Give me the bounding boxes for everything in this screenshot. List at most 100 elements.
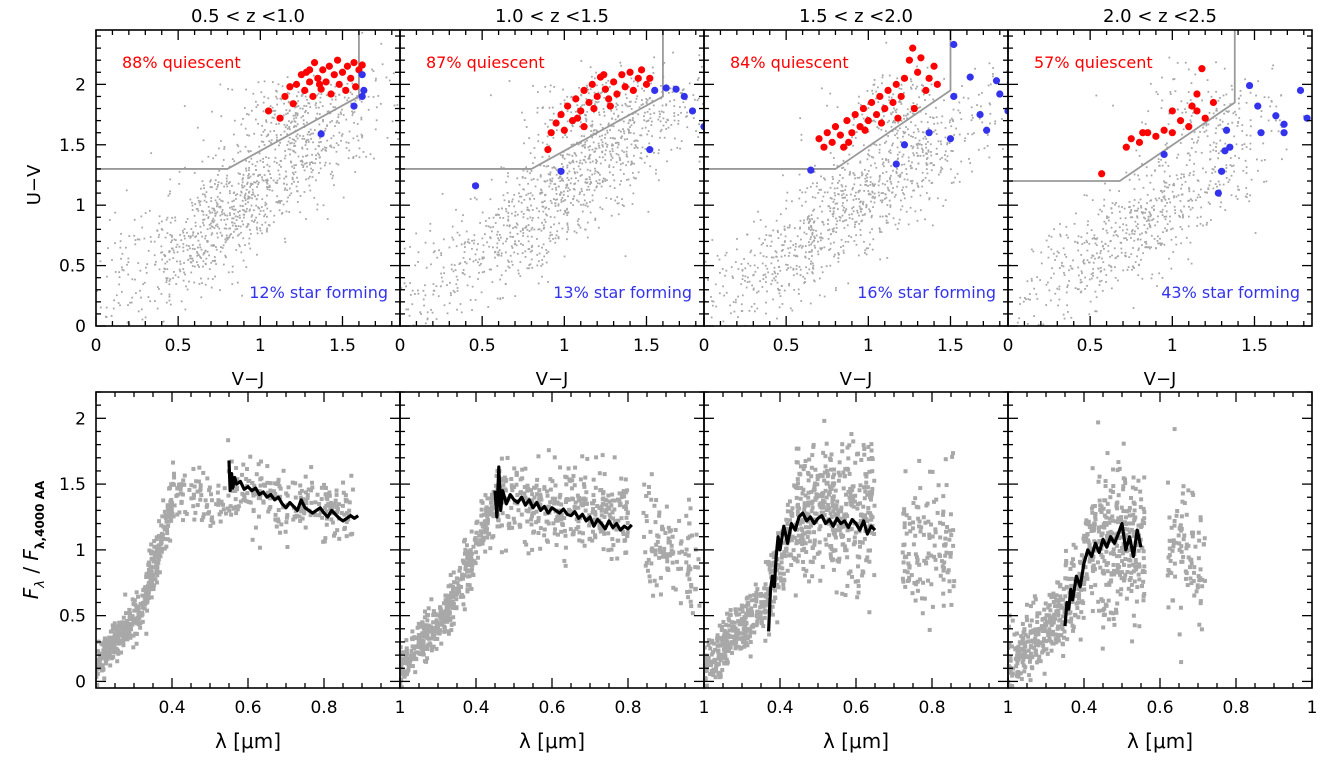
cloud-point [892,217,895,220]
cloud-point [756,291,758,294]
cloud-point [1150,234,1153,237]
cloud-point [834,194,837,197]
cloud-point [1106,231,1109,234]
cloud-point [135,292,137,295]
cloud-point [553,223,555,226]
cloud-point [391,120,394,123]
cloud-point [197,199,200,202]
cloud-point [921,89,923,92]
cloud-point [1058,298,1061,301]
cloud-point [203,252,205,254]
cloud-point [283,182,285,185]
cloud-point [935,153,938,156]
cloud-point [566,95,569,98]
cloud-point [709,77,711,79]
cloud-point [960,118,963,121]
cloud-point [737,268,740,270]
cloud-point [637,171,640,174]
cloud-point [324,149,327,151]
cloud-point [564,102,567,105]
cloud-point [801,191,804,194]
cloud-point [242,177,244,180]
cloud-point [288,126,291,128]
cloud-point [424,342,426,344]
cloud-point [1122,269,1125,272]
cloud-point [872,185,875,188]
cloud-point [1237,102,1240,105]
cloud-point [1066,286,1069,288]
cloud-point [238,233,241,236]
cloud-point [823,246,826,249]
cloud-point [701,361,703,363]
cloud-point [232,192,235,194]
cloud-point [201,160,204,163]
cloud-point [912,189,915,192]
cloud-point [596,171,599,173]
cloud-point [1082,259,1085,261]
cloud-point [870,164,872,167]
cloud-point [820,188,822,191]
cloud-point [874,183,876,186]
cloud-point [254,195,256,198]
cloud-point [823,177,825,180]
cloud-point [854,223,856,226]
cloud-point [1217,180,1220,183]
cloud-point [846,199,848,202]
cloud-point [188,280,190,283]
cloud-point [1163,197,1166,200]
cloud-point [311,176,314,178]
cloud-point [1114,266,1116,269]
cloud-point [531,226,534,229]
photometry-point [131,620,136,625]
cloud-point [900,83,903,86]
cloud-point [919,155,922,157]
cloud-point [940,143,943,146]
cloud-point [300,116,303,119]
cloud-point [847,282,850,285]
cloud-point [1093,234,1096,237]
cloud-point [1103,198,1106,201]
cloud-point [601,83,604,86]
cloud-point [890,113,893,116]
cloud-point [632,192,635,195]
cloud-point [1124,251,1127,254]
cloud-point [482,256,484,259]
cloud-point [1136,215,1138,218]
cloud-point [824,178,826,181]
star-forming-point [1257,129,1265,137]
cloud-point [297,105,300,107]
cloud-point [566,208,568,211]
cloud-point [540,189,543,192]
cloud-point [1159,189,1162,192]
cloud-point [1047,245,1050,248]
cloud-point [1260,115,1263,118]
cloud-point [808,257,811,260]
cloud-point [1257,80,1260,83]
cloud-point [111,259,113,261]
cloud-point [1099,208,1102,211]
cloud-point [547,250,550,253]
cloud-point [476,248,478,251]
cloud-point [808,215,810,218]
cloud-point [916,144,919,147]
cloud-point [523,119,526,121]
cloud-point [1089,300,1092,303]
cloud-point [1155,90,1158,93]
cloud-point [306,154,309,157]
cloud-point [603,114,606,117]
cloud-point [818,294,821,297]
cloud-point [1138,154,1141,157]
cloud-point [247,223,249,225]
cloud-point [1215,107,1218,110]
cloud-point [224,214,227,217]
cloud-point [810,260,813,263]
cloud-point [1116,279,1119,282]
cloud-point [887,221,889,224]
cloud-point [294,144,297,147]
cloud-point [432,283,435,285]
cloud-point [777,237,780,239]
selection-boundary [96,30,360,170]
cloud-point [899,175,902,177]
cloud-point [669,100,671,103]
cloud-point [629,105,631,108]
